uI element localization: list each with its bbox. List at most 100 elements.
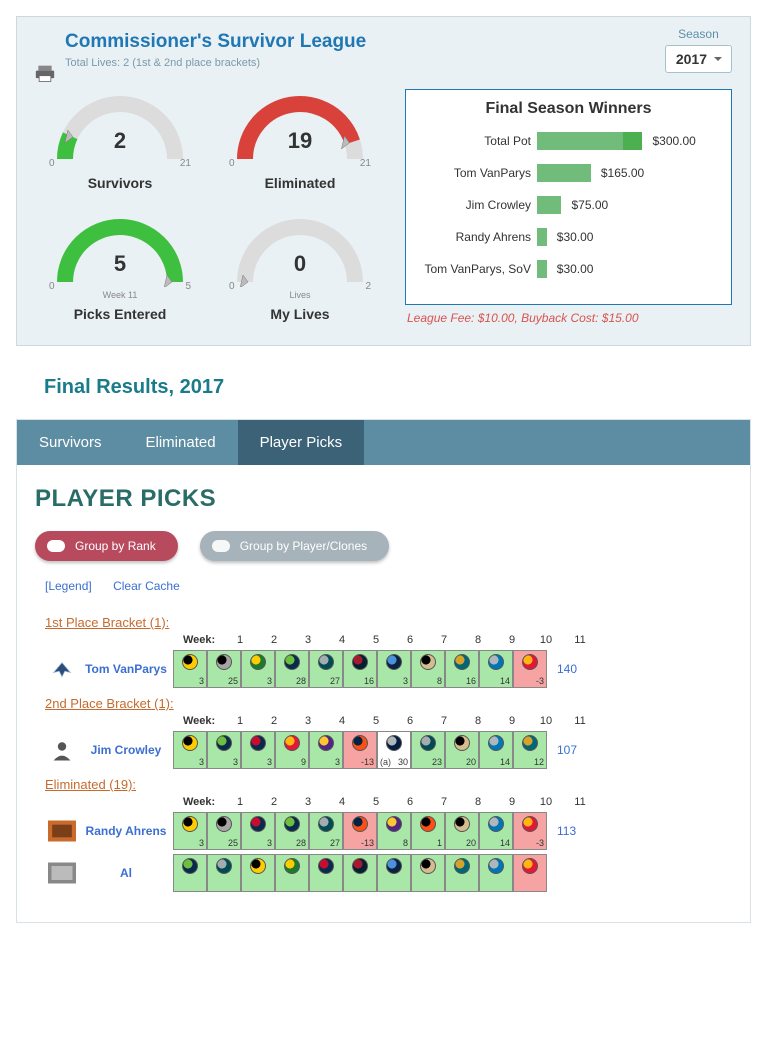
winner-bar [537, 228, 547, 246]
player-name[interactable]: Al [79, 866, 173, 880]
pick-cell[interactable]: -3 [513, 650, 547, 688]
player-avatar[interactable] [45, 859, 79, 887]
team-icon [208, 813, 240, 835]
print-icon[interactable] [35, 65, 55, 83]
team-icon [310, 813, 342, 835]
team-icon [378, 651, 410, 673]
pick-cell[interactable]: -13 [343, 812, 377, 850]
team-icon [276, 732, 308, 754]
pick-cell[interactable]: 27 [309, 650, 343, 688]
winner-amount: $75.00 [571, 198, 608, 212]
pick-cell[interactable] [309, 854, 343, 892]
pick-cell[interactable]: 3 [173, 812, 207, 850]
pick-cell[interactable]: 20 [445, 731, 479, 769]
pick-cell[interactable]: 9 [275, 731, 309, 769]
player-name[interactable]: Jim Crowley [79, 743, 173, 757]
team-icon [344, 855, 376, 877]
pick-cell[interactable]: 3 [241, 650, 275, 688]
pick-cell[interactable] [241, 854, 275, 892]
pick-cell[interactable]: 3 [207, 731, 241, 769]
pick-cell[interactable] [207, 854, 241, 892]
pick-cell[interactable] [173, 854, 207, 892]
pick-cell[interactable]: -13 [343, 731, 377, 769]
player-total: 113 [557, 824, 576, 838]
pick-cell[interactable]: (a) 30 [377, 731, 411, 769]
group-by-rank-toggle[interactable]: Group by Rank [35, 531, 178, 561]
player-row: Tom VanParys 3 25 3 28 27 [45, 650, 724, 688]
season-label: Season [665, 27, 732, 41]
pick-cell[interactable]: 8 [377, 812, 411, 850]
gauge-eliminated-label: Eliminated [215, 175, 385, 191]
league-subtitle: Total Lives: 2 (1st & 2nd place brackets… [65, 57, 732, 69]
player-row: Randy Ahrens 3 25 3 28 27 [45, 812, 724, 850]
pick-cell[interactable]: 28 [275, 812, 309, 850]
team-icon [480, 651, 512, 673]
tab-player picks[interactable]: Player Picks [238, 420, 365, 465]
clear-cache-link[interactable]: Clear Cache [113, 579, 180, 593]
pick-cell[interactable]: 28 [275, 650, 309, 688]
tab-survivors[interactable]: Survivors [17, 420, 124, 465]
pick-cell[interactable]: 16 [445, 650, 479, 688]
pick-cell[interactable] [445, 854, 479, 892]
pick-cell[interactable] [343, 854, 377, 892]
pick-cell[interactable]: 14 [479, 812, 513, 850]
player-avatar[interactable] [45, 655, 79, 683]
player-avatar[interactable] [45, 817, 79, 845]
legend-link[interactable]: [Legend] [45, 579, 92, 593]
tab-eliminated[interactable]: Eliminated [124, 420, 238, 465]
player-avatar[interactable] [45, 736, 79, 764]
pick-cell[interactable]: 23 [411, 731, 445, 769]
gauge-picks-label: Picks Entered [35, 306, 205, 322]
pick-cell[interactable] [275, 854, 309, 892]
winner-row: Jim Crowley $75.00 [422, 196, 715, 214]
week-header: Week: 1234567891011 [183, 715, 724, 727]
winner-row: Total Pot $300.00 [422, 132, 715, 150]
pick-cell[interactable]: 3 [241, 731, 275, 769]
group-by-player-toggle[interactable]: Group by Player/Clones [200, 531, 389, 561]
pick-cell[interactable] [479, 854, 513, 892]
team-icon [276, 855, 308, 877]
player-name[interactable]: Tom VanParys [79, 662, 173, 676]
season-dropdown[interactable]: 2017 [665, 45, 732, 73]
pick-cell[interactable]: 8 [411, 650, 445, 688]
pick-cell[interactable]: -3 [513, 812, 547, 850]
pick-cell[interactable]: 3 [173, 650, 207, 688]
pick-cell[interactable]: 12 [513, 731, 547, 769]
player-name[interactable]: Randy Ahrens [79, 824, 173, 838]
pick-cell[interactable]: 3 [173, 731, 207, 769]
pick-cell[interactable]: 1 [411, 812, 445, 850]
winner-bar [537, 164, 591, 182]
pick-cell[interactable]: 14 [479, 731, 513, 769]
pick-cell[interactable]: 25 [207, 812, 241, 850]
pick-cell[interactable] [513, 854, 547, 892]
team-icon [480, 855, 512, 877]
pick-cell[interactable]: 27 [309, 812, 343, 850]
pick-cell[interactable] [411, 854, 445, 892]
winner-bar [537, 132, 635, 150]
pick-cell[interactable]: 3 [309, 731, 343, 769]
league-fee-note: League Fee: $10.00, Buyback Cost: $15.00 [407, 311, 732, 325]
tab-body-player-picks: PLAYER PICKS Group by Rank Group by Play… [17, 465, 750, 922]
gauge-survivors-value: 2 [35, 128, 205, 154]
picks-scroll-area[interactable]: 1st Place Bracket (1): Week: 12345678910… [35, 607, 732, 892]
gauge-survivors-label: Survivors [35, 175, 205, 191]
team-icon [480, 732, 512, 754]
pick-cell[interactable]: 25 [207, 650, 241, 688]
team-icon [310, 732, 342, 754]
pick-cell[interactable]: 3 [241, 812, 275, 850]
gauge-eliminated-value: 19 [215, 128, 385, 154]
winner-name: Total Pot [422, 134, 537, 148]
team-icon [242, 732, 274, 754]
team-icon [446, 855, 478, 877]
pick-cell[interactable]: 14 [479, 650, 513, 688]
pick-cell[interactable]: 16 [343, 650, 377, 688]
team-icon [412, 651, 444, 673]
player-picks-header: PLAYER PICKS [35, 485, 732, 513]
pick-cell[interactable]: 3 [377, 650, 411, 688]
pick-cell[interactable]: 20 [445, 812, 479, 850]
bracket-title[interactable]: 2nd Place Bracket (1): [45, 696, 724, 711]
gauge-survivors: 2 021 Survivors [35, 89, 205, 194]
bracket-title[interactable]: Eliminated (19): [45, 777, 724, 792]
bracket-title[interactable]: 1st Place Bracket (1): [45, 615, 724, 630]
pick-cell[interactable] [377, 854, 411, 892]
